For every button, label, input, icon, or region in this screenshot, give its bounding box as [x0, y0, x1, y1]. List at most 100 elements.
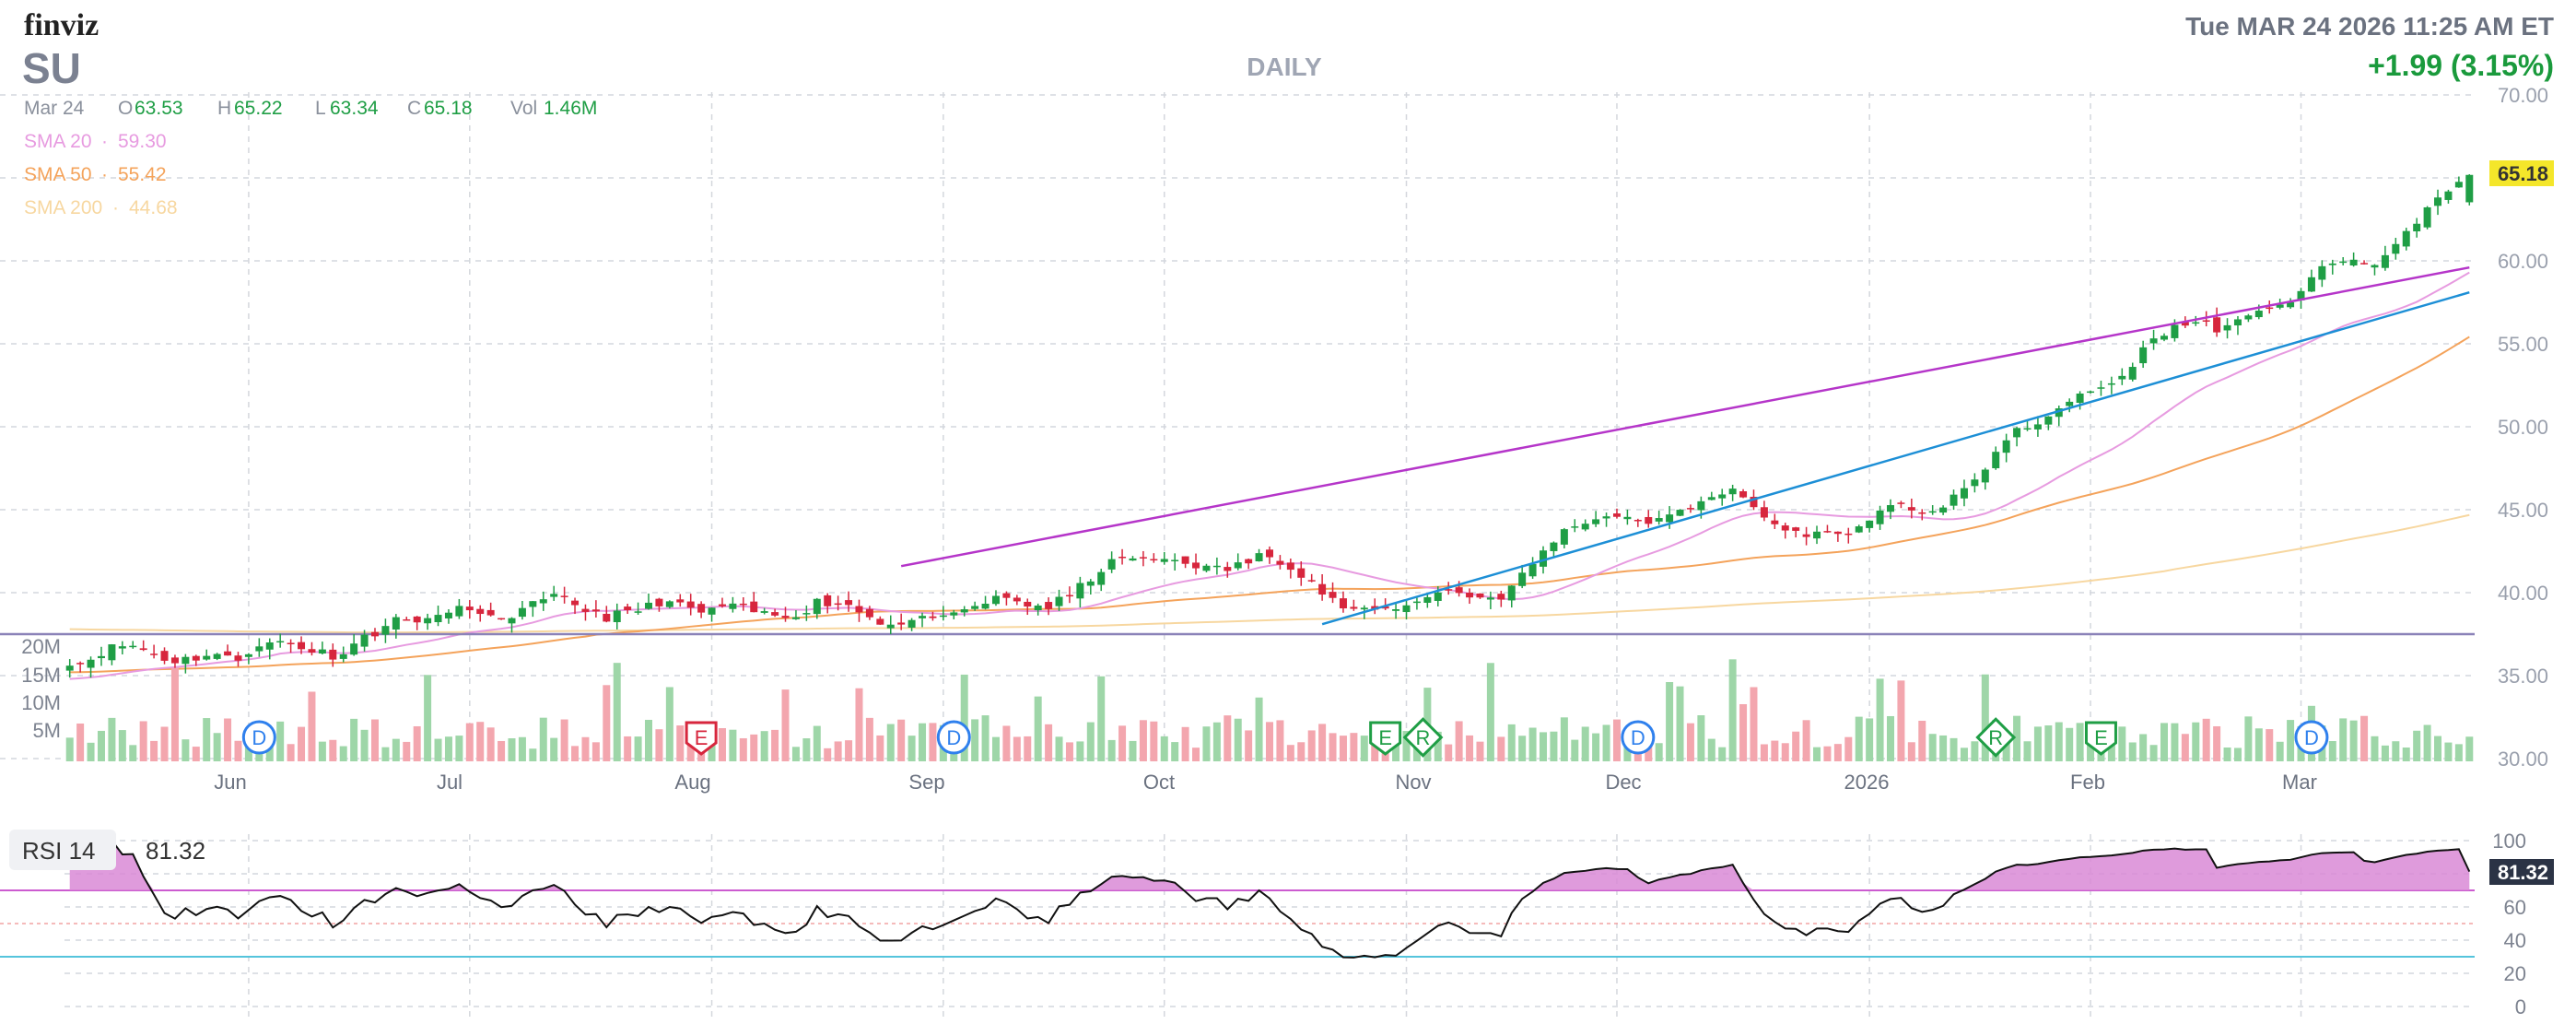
ohlc-legend: Mar 24 O 63.53 H 65.22 L 63.34 C 65.18 V… [24, 98, 597, 119]
candle-body [1728, 489, 1737, 495]
candle-body [603, 613, 611, 622]
candle-body [1055, 596, 1063, 606]
candle-body [2266, 307, 2274, 310]
candle-body [2423, 206, 2431, 228]
candle-body [392, 617, 400, 630]
candle-body [1781, 525, 1789, 531]
rsi-label-box[interactable] [9, 830, 116, 870]
volume-tick: 20M [21, 635, 61, 658]
volume-bar [1150, 721, 1158, 761]
volume-bar [2339, 718, 2348, 761]
candle-body [1833, 531, 1842, 535]
candle-body [2307, 277, 2315, 292]
candle-body [192, 655, 200, 661]
volume-bar [298, 726, 306, 761]
volume-bar [845, 740, 853, 761]
rsi-axis: 100 80 60 40 20 0 [2492, 830, 2526, 1018]
candle-body [1339, 598, 1347, 609]
trendlines[interactable] [900, 265, 2470, 626]
candle-body [960, 609, 968, 613]
volume-bar [1350, 733, 1358, 761]
candle-body [287, 642, 295, 644]
volume-bar [1907, 742, 1915, 761]
rsi-tick: 0 [2515, 995, 2526, 1018]
candle-body [624, 606, 632, 610]
volume-bar [1666, 682, 1674, 761]
sma-legend: SMA 20 · 59.30 SMA 50 · 55.42 SMA 200 · … [24, 131, 178, 218]
volume-bar [108, 717, 116, 761]
candle-body [929, 616, 937, 618]
sma200-line [69, 513, 2470, 634]
vol-label: Vol [510, 98, 537, 119]
candle-body [1455, 587, 1463, 594]
candle-body [1497, 594, 1505, 600]
volume-bar [1339, 736, 1347, 761]
candle-body [1139, 557, 1147, 559]
candle-body [413, 616, 421, 623]
earnings-tag [2084, 721, 2117, 756]
candle-body [434, 615, 442, 623]
candle-body [1160, 559, 1168, 562]
volume-bar [224, 718, 232, 761]
candle-body [560, 595, 568, 597]
volume-bar [2434, 736, 2442, 761]
candle-body [781, 616, 790, 618]
upper-trendline [900, 265, 2470, 568]
candle-body [2213, 317, 2221, 333]
volume-bar [1486, 663, 1494, 761]
volume-bar [1445, 744, 1453, 761]
volume-bar [634, 736, 642, 761]
volume-bar [508, 737, 516, 761]
last-price-value: 65.18 [2498, 162, 2548, 185]
sma50-label: SMA 50 [24, 164, 92, 185]
x-tick: Nov [1395, 771, 1431, 794]
candle-body [1423, 596, 1432, 603]
candle-body [539, 599, 547, 604]
candle-body [950, 612, 958, 616]
volume-bar [760, 731, 768, 761]
candle-body [1792, 527, 1800, 531]
volume-bar [613, 663, 621, 761]
candle-body [2381, 254, 2389, 268]
candle-body [1318, 583, 1327, 595]
candle-body [244, 653, 252, 657]
volume-bar [392, 738, 400, 761]
candle-body [1844, 533, 1853, 536]
low-value: 63.34 [330, 98, 379, 119]
candle-body [2023, 428, 2032, 430]
candle-body [876, 618, 884, 625]
candle-body [1181, 556, 1189, 564]
volume-bar [1139, 720, 1147, 761]
volume-bar [2055, 722, 2063, 761]
volume-bars [65, 659, 2474, 761]
volume-bar [1297, 742, 1306, 761]
candle-body [1445, 589, 1453, 591]
candle-body [1602, 516, 1610, 519]
candlesticks[interactable] [65, 174, 2474, 678]
dividend-circle [241, 720, 276, 755]
candle-body [1928, 511, 1937, 513]
candle-body [170, 657, 179, 664]
candle-body [729, 603, 737, 609]
candle-body [1107, 559, 1116, 570]
candle-body [1739, 491, 1748, 498]
candle-body [1150, 559, 1158, 561]
earnings-tag [685, 721, 718, 756]
candle-body [1707, 497, 1715, 500]
volume-bar [287, 744, 295, 761]
candle-body [1202, 565, 1211, 571]
candle-body [613, 610, 621, 623]
grid-lines [0, 92, 2475, 1018]
volume-bar [1360, 736, 1368, 761]
volume-bar [2013, 715, 2021, 761]
finviz-logo[interactable]: finviz [24, 8, 99, 42]
candle-body [2392, 243, 2400, 254]
candle-body [139, 648, 147, 651]
volume-bar [802, 738, 811, 761]
volume-bar [2402, 748, 2410, 761]
sma50-sep: · [101, 164, 108, 185]
volume-bar [865, 717, 873, 761]
timeframe-label[interactable]: DAILY [1247, 53, 1322, 81]
